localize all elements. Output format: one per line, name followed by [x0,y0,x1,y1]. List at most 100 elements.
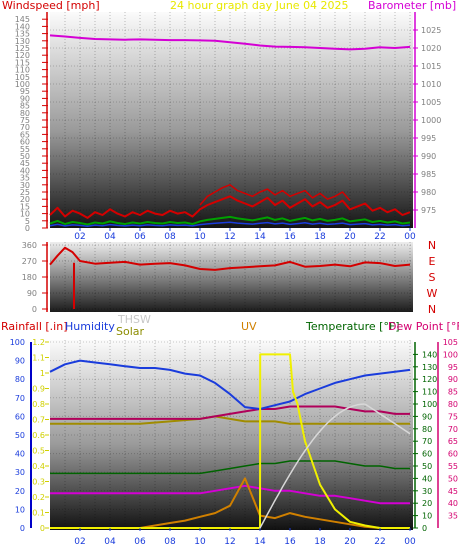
rain-y-tick-label: 0.1 [32,509,45,518]
x-tick-label: 04 [104,537,116,547]
wind-y-tick-label: 115 [15,58,30,67]
solar-y-tick-label: 80 [422,425,432,434]
rain-y-tick-label: 0.2 [32,493,45,502]
humidity-y-tick-label: 90 [15,357,25,366]
windspeed-line [49,195,411,219]
temperature-y-tick-label: 105 [443,338,458,347]
humidity-y-tick-label: 0 [20,524,25,533]
barometer-y-tick-label: 1005 [421,98,441,107]
rain-y-tick-label: 1.2 [32,338,45,347]
wind-y-tick-label: 100 [15,80,30,89]
x-tick-label: 14 [254,232,266,242]
direction-panel-axes: 0 N 90 W 180 S 270 E 360 N [22,239,438,316]
wind-y-tick-label: 40 [20,166,30,175]
wind-y-tick-label: 90 [20,94,30,103]
direction-y-tick-label: 0 [32,305,37,314]
wind-panel-axes: 0510152025303540455055606570758085909510… [15,12,441,242]
wind-y-tick-label: 65 [20,130,30,139]
x-tick-label: 20 [344,232,356,242]
direction-y-tick-label: 90 [27,289,37,298]
temperature-line [50,405,410,420]
wind-y-tick-label: 105 [15,73,30,82]
direction-y-tick-label: 270 [22,257,37,266]
rain-y-tick-label: 0.7 [32,416,45,425]
wind-y-tick-label: 20 [20,195,30,204]
uv-line [50,353,410,529]
humidity-y-tick-label: 40 [15,450,25,459]
temperature-y-tick-label: 70 [448,425,458,434]
wind-y-tick-label: 75 [20,116,30,125]
uv-label: UV [241,320,257,333]
wind-y-tick-label: 50 [20,152,30,161]
x-tick-label: 06 [134,537,146,547]
x-tick-label: 14 [254,537,266,547]
solar-y-tick-label: 100 [422,400,437,409]
solar-y-tick-label: 140 [422,350,437,359]
wind-y-tick-label: 10 [20,210,30,219]
x-tick-label: 12 [224,232,235,242]
temperature-y-tick-label: 35 [448,512,458,521]
wind-y-tick-label: 120 [15,51,30,60]
wind-gust-line [199,184,351,206]
wind-y-tick-label: 45 [20,159,30,168]
x-tick-label: 22 [374,232,385,242]
solar-y-tick-label: 40 [422,474,432,483]
x-tick-label: 08 [164,537,176,547]
thsw-arc-line [259,403,411,529]
wind-y-tick-label: 140 [15,22,30,31]
x-tick-label: 22 [374,537,385,547]
rain-y-tick-label: 0.8 [32,400,45,409]
x-tick-label: 12 [224,537,235,547]
temperature-low-line [50,460,410,475]
solar-y-tick-label: 30 [422,487,432,496]
temperature-y-tick-label: 45 [448,487,458,496]
humidity-y-tick-label: 60 [15,412,25,421]
temperature-y-tick-label: 100 [443,350,458,359]
compass-label: N [428,239,436,252]
barometer-y-tick-label: 1020 [421,44,441,53]
rain-y-tick-label: 0.4 [32,462,45,471]
solar-y-tick-label: 70 [422,437,432,446]
temperature-y-tick-label: 80 [448,400,458,409]
wind-y-tick-label: 55 [20,145,30,154]
rain-temp-panel-series [49,353,411,529]
temperature-y-tick-label: 95 [448,363,458,372]
wind-y-tick-label: 5 [25,217,30,226]
x-tick-label: 18 [314,537,326,547]
temperature-y-tick-label: 75 [448,412,458,421]
barometer-y-tick-label: 1015 [421,62,441,71]
temperature-y-tick-label: 85 [448,388,458,397]
barometer-y-tick-label: 1000 [421,116,441,125]
wind-min-line [49,221,411,227]
humidity-y-tick-label: 70 [15,394,25,403]
windspeed-axis-label: Windspeed [mph] [2,0,100,12]
solar-label: Solar [116,325,145,338]
direction-panel-grid [50,242,413,312]
thsw-label: THSW [117,313,151,326]
x-tick-label: 16 [284,232,296,242]
wind-y-tick-label: 110 [15,66,30,75]
graph-title: 24 hour graph day June 04 2025 [170,0,349,12]
humidity-line [49,359,411,410]
wind-direction-line [49,246,411,271]
x-tick-label: 18 [314,232,326,242]
barometer-y-tick-label: 995 [421,134,436,143]
wind-y-tick-label: 80 [20,109,30,118]
compass-label: N [428,303,436,316]
humidity-y-tick-label: 30 [15,468,25,477]
rainfall-axis-label: Rainfall [.in] [1,320,68,333]
solar-y-tick-label: 130 [422,363,437,372]
dewpoint-line [50,484,410,505]
solar-y-tick-label: 110 [422,388,437,397]
direction-y-tick-label: 180 [22,273,37,282]
wind-y-tick-label: 125 [15,44,30,53]
wind-y-tick-label: 25 [20,188,30,197]
temperature-y-tick-label: 60 [448,450,458,459]
barometer-y-tick-label: 980 [421,188,436,197]
solar-y-tick-label: 60 [422,450,432,459]
wind-y-tick-label: 0 [25,224,30,233]
solar-y-tick-label: 20 [422,499,432,508]
dewpoint-axis-label: Dew Point [°F] [388,320,459,333]
wind-y-tick-label: 35 [20,174,30,183]
